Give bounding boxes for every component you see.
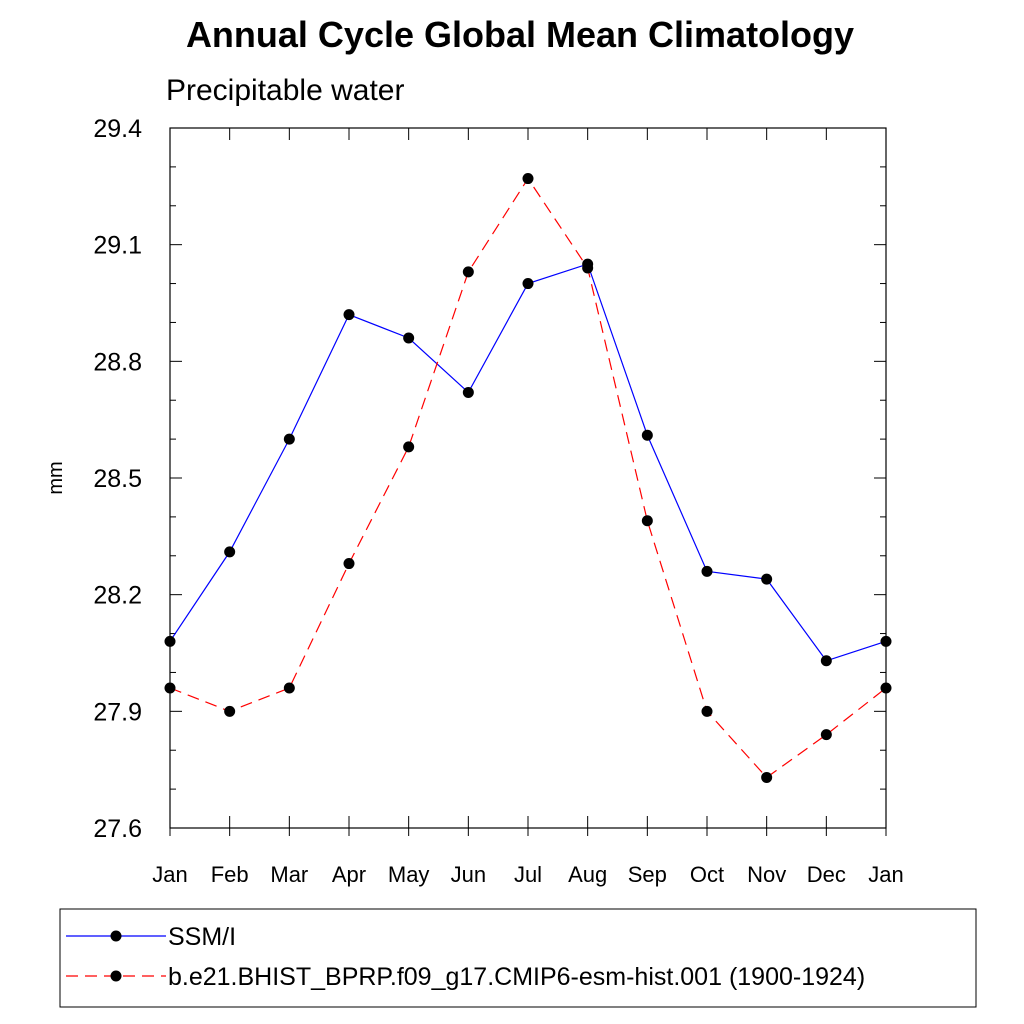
- chart-subtitle: Precipitable water: [166, 74, 404, 107]
- x-tick-label: Oct: [690, 862, 724, 887]
- data-point: [761, 573, 773, 585]
- legend-label: SSM/I: [168, 923, 236, 951]
- data-point: [820, 729, 832, 741]
- data-point: [522, 278, 534, 290]
- y-tick-label: 28.2: [93, 582, 142, 610]
- data-point: [462, 266, 474, 278]
- series-line: [169, 263, 887, 662]
- series-0: [164, 258, 892, 667]
- data-point: [641, 515, 653, 527]
- chart-title: Annual Cycle Global Mean Climatology: [186, 14, 854, 55]
- x-tick-label: Jul: [514, 862, 542, 887]
- legend: SSM/I b.e21.BHIST_BPRP.f09_g17.CMIP6-esm-…: [66, 923, 865, 991]
- data-point: [582, 262, 594, 274]
- x-tick-label: Jun: [451, 862, 486, 887]
- data-point: [522, 173, 534, 185]
- x-tick-label: Nov: [747, 862, 786, 887]
- x-tick-labels: Jan Feb Mar Apr May Jun Jul Aug Sep Oct Nov Dec Jan: [152, 862, 903, 887]
- legend-box: [59, 908, 977, 1008]
- x-tick-label: Jan: [152, 862, 187, 887]
- data-point: [164, 682, 176, 694]
- data-point: [462, 386, 474, 398]
- data-point: [641, 429, 653, 441]
- data-point: [164, 635, 176, 647]
- x-tick-label: Mar: [270, 862, 308, 887]
- x-tick-label: Apr: [332, 862, 366, 887]
- data-point: [820, 655, 832, 667]
- data-point: [761, 771, 773, 783]
- legend-marker: [110, 970, 122, 982]
- data-point: [701, 565, 713, 577]
- x-tick-label: Aug: [568, 862, 607, 887]
- series-layer: [164, 173, 892, 783]
- data-point: [880, 682, 892, 694]
- data-point: [343, 558, 355, 570]
- legend-label: b.e21.BHIST_BPRP.f09_g17.CMIP6-esm-hist.…: [168, 963, 865, 991]
- x-tick-label: Feb: [211, 862, 249, 887]
- data-point: [224, 546, 236, 558]
- data-point: [701, 705, 713, 717]
- data-point: [880, 635, 892, 647]
- legend-marker: [110, 930, 122, 942]
- y-axis-label: mm: [45, 461, 67, 494]
- data-point: [343, 309, 355, 321]
- series-1: [164, 173, 892, 783]
- series-line: [169, 177, 887, 779]
- y-tick-label: 28.8: [93, 348, 142, 376]
- data-point: [403, 441, 415, 453]
- y-tick-labels: 27.6 27.9 28.2 28.5 28.8 29.1 29.4: [93, 115, 142, 843]
- x-tick-label: May: [388, 862, 430, 887]
- y-tick-label: 28.5: [93, 465, 142, 493]
- data-point: [283, 682, 295, 694]
- y-tick-label: 29.4: [93, 115, 142, 143]
- y-tick-label: 29.1: [93, 232, 142, 260]
- x-tick-label: Dec: [807, 862, 846, 887]
- y-tick-label: 27.6: [93, 815, 142, 843]
- y-tick-label: 27.9: [93, 698, 142, 726]
- x-tick-label: Sep: [628, 862, 667, 887]
- data-point: [403, 332, 415, 344]
- x-tick-label: Jan: [868, 862, 903, 887]
- axis-ticks: [169, 127, 887, 836]
- data-point: [283, 433, 295, 445]
- data-point: [224, 705, 236, 717]
- plot-frame: [169, 127, 887, 829]
